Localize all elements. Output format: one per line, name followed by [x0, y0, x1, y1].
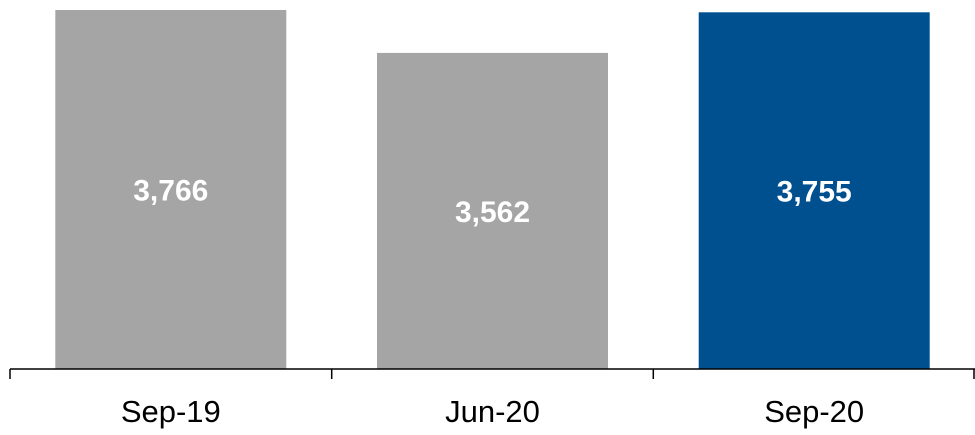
x-tick-label: Jun-20	[445, 394, 540, 429]
bar-value-label: 3,766	[133, 175, 208, 208]
x-axis: Sep-19 Jun-20 Sep-20	[9, 368, 975, 429]
bar-sep-20	[698, 12, 930, 370]
bar-value-label: 3,562	[455, 196, 530, 229]
bar-sep-19	[55, 10, 287, 369]
x-tick-label: Sep-19	[121, 394, 221, 429]
bar-jun-20	[377, 52, 608, 370]
bar-value-label: 3,755	[777, 176, 852, 209]
bars-group	[55, 10, 930, 370]
value-labels-group: 3,766 3,562 3,755	[133, 175, 851, 230]
x-tick-label: Sep-20	[764, 394, 864, 429]
